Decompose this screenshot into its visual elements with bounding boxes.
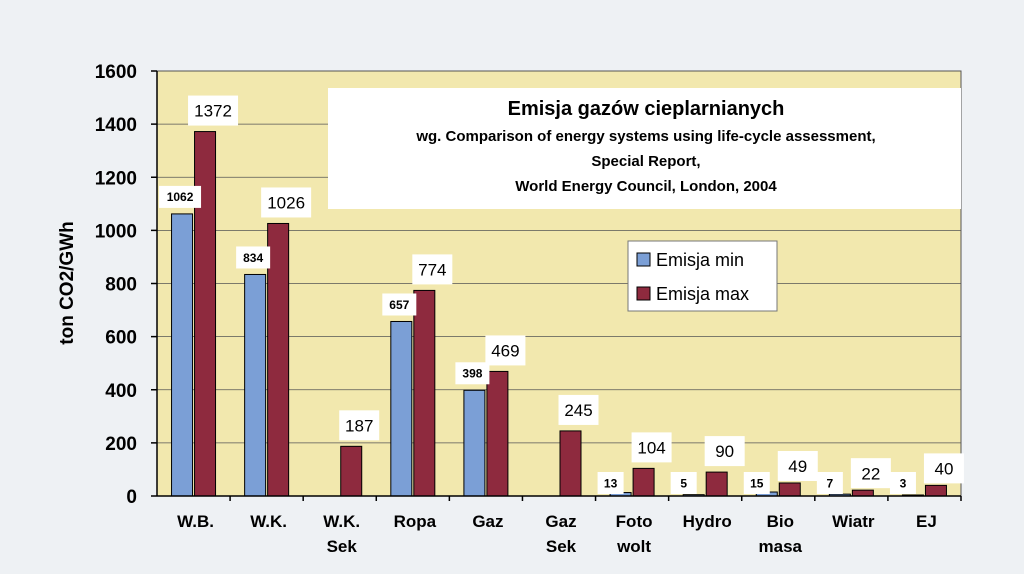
x-tick-label: W.B.: [177, 512, 214, 531]
value-label-box-min: [236, 246, 271, 269]
x-tick-label: Ropa: [394, 512, 437, 531]
bar-max: [924, 484, 947, 497]
value-label-box-max: [704, 436, 745, 467]
value-label-min: 5: [680, 476, 687, 490]
legend-label-max: Emisja max: [656, 284, 749, 304]
value-label-min: 834: [243, 251, 263, 265]
x-tick-label: EJ: [916, 512, 937, 531]
value-label-max: 469: [491, 342, 519, 361]
value-label-box-max: [923, 453, 964, 484]
value-label-max: 245: [564, 401, 592, 420]
value-label-box-min: [816, 472, 843, 494]
value-label-max: 104: [637, 438, 665, 457]
value-label-max: 90: [715, 442, 734, 461]
x-tick-label: Gaz: [472, 512, 503, 531]
value-label-max: 49: [788, 457, 807, 476]
bar-max: [267, 222, 290, 497]
x-tick-label: Sek: [546, 537, 577, 556]
bars: [171, 131, 947, 497]
y-tick-label: 200: [105, 434, 137, 455]
y-tick-label: 600: [105, 328, 137, 349]
value-label-box-max: [412, 254, 453, 285]
bar-max: [851, 489, 874, 497]
value-label-max: 1372: [194, 102, 232, 121]
value-label-box-min: [382, 293, 417, 316]
y-tick-label: 1000: [95, 221, 137, 242]
x-ticks: W.B. W.K. W.K. Sek Ropa Gaz Gaz Sek Foto wolt Hydr…: [177, 496, 962, 556]
value-labels: 1062 1372 834 1026 187 657 774 398 469 245 13 104 5 9…: [159, 95, 964, 494]
x-tick-label: Foto: [616, 512, 653, 531]
value-label-min: 3: [900, 476, 907, 490]
y-tick-label: 1400: [95, 115, 137, 136]
bar-min: [244, 273, 267, 497]
x-tick-label: Hydro: [683, 512, 732, 531]
legend: Emisja min Emisja max: [627, 240, 778, 312]
value-label-box-max: [261, 187, 312, 218]
value-label-box-max: [485, 335, 526, 366]
value-label-max: 40: [934, 459, 953, 478]
legend-swatch-max: [636, 286, 651, 301]
legend-swatch-min: [636, 252, 651, 267]
value-label-min: 7: [827, 476, 834, 490]
bar-max: [340, 445, 363, 497]
bar-max: [705, 471, 728, 497]
bar-max: [778, 482, 801, 497]
bar-max: [486, 370, 509, 497]
value-label-box-min: [597, 472, 624, 494]
value-label-box-max: [558, 394, 599, 425]
value-label-min: 657: [389, 298, 409, 312]
x-tick-label: wolt: [616, 537, 651, 556]
value-label-max: 22: [861, 464, 880, 483]
value-label-max: 187: [345, 416, 373, 435]
chart-subtitle-line-3: World Energy Council, London, 2004: [515, 178, 777, 195]
y-ticks: 0 200 400 600 800 1000 1200 1400 1600: [95, 62, 157, 508]
bar-max: [559, 430, 582, 497]
bar-min: [171, 213, 194, 497]
y-axis-label: ton CO2/GWh: [57, 221, 78, 344]
x-tick-label: Sek: [327, 537, 358, 556]
value-label-box-min: [670, 472, 697, 494]
x-tick-label: W.K.: [250, 512, 287, 531]
value-label-box-min: [889, 472, 916, 494]
value-label-min: 1062: [167, 190, 194, 204]
x-tick-label: Gaz: [545, 512, 576, 531]
x-tick-label: masa: [759, 537, 803, 556]
y-tick-label: 0: [126, 487, 137, 508]
x-tick-label: Wiatr: [832, 512, 875, 531]
value-label-min: 15: [750, 476, 764, 490]
chart-subtitle-line-1: wg. Comparison of energy systems using l…: [415, 128, 875, 145]
value-label-box-max: [850, 458, 891, 489]
value-label-box-max: [339, 410, 380, 441]
value-label-box-max: [631, 432, 672, 463]
y-tick-label: 400: [105, 381, 137, 402]
value-label-box-max: [188, 95, 239, 126]
x-tick-label: W.K.: [323, 512, 360, 531]
legend-label-min: Emisja min: [656, 250, 744, 270]
bar-max: [413, 289, 436, 497]
y-tick-label: 800: [105, 275, 137, 296]
value-label-min: 13: [604, 476, 618, 490]
value-label-box-min: [455, 362, 490, 385]
value-label-min: 398: [462, 367, 482, 381]
value-label-box-min: [159, 185, 202, 208]
chart-title: Emisja gazów cieplarnianych: [508, 98, 785, 120]
y-tick-label: 1200: [95, 168, 137, 189]
bar-min: [463, 389, 486, 497]
title-box: Emisja gazów cieplarnianych wg. Comparis…: [328, 88, 961, 209]
value-label-box-min: [743, 472, 770, 494]
bar-min: [390, 320, 413, 497]
x-tick-label: Bio: [767, 512, 794, 531]
chart-subtitle-line-2: Special Report,: [591, 153, 700, 170]
bar-max: [632, 467, 655, 497]
y-tick-label: 1600: [95, 62, 137, 83]
value-label-max: 1026: [267, 194, 305, 213]
value-label-box-max: [777, 450, 818, 481]
value-label-max: 774: [418, 261, 446, 280]
